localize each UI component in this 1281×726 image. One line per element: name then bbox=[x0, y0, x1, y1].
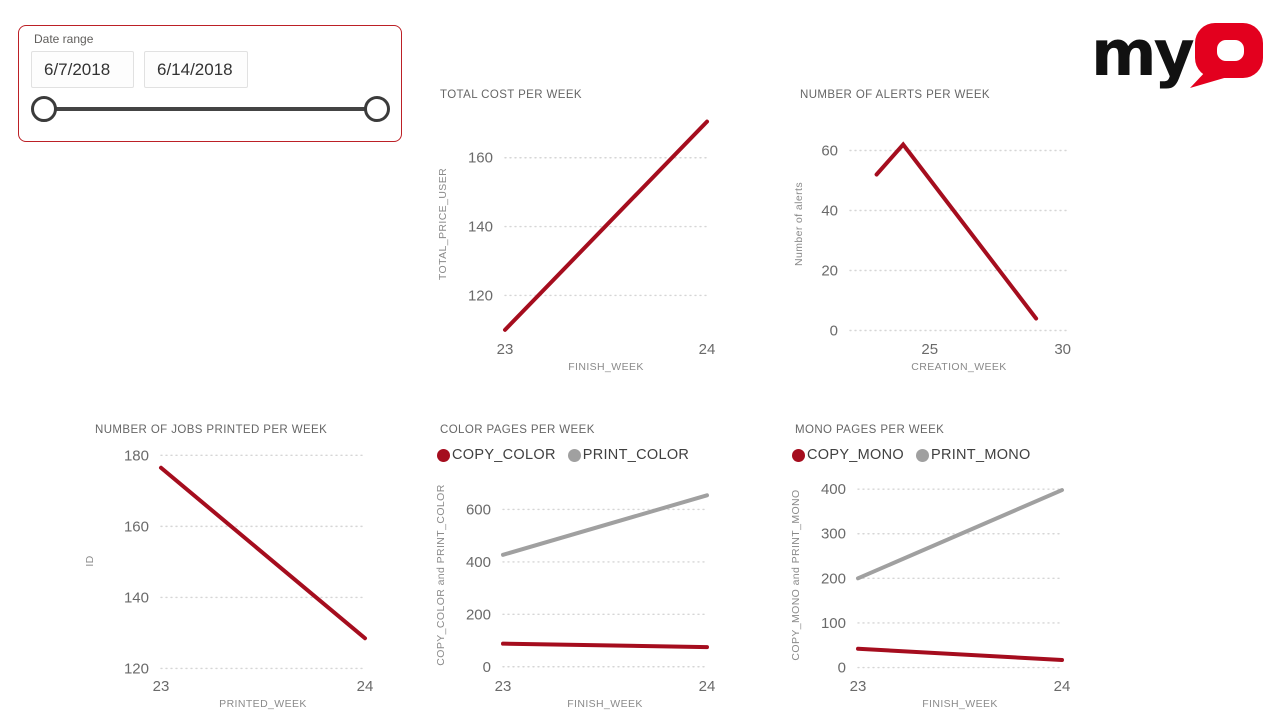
chart-title: NUMBER OF ALERTS PER WEEK bbox=[800, 89, 990, 101]
logo-q-shape bbox=[1190, 23, 1263, 88]
y-tick-label: 200 bbox=[466, 606, 491, 623]
legend-item[interactable]: COPY_COLOR bbox=[437, 447, 556, 463]
chart-legend: COPY_COLOR PRINT_COLOR bbox=[437, 447, 689, 463]
chart-plot-area: 0 20 40 60 25 30 CREATION_WEEK Number of alerts bbox=[793, 141, 1071, 373]
y-axis-label: TOTAL_PRICE_USER bbox=[437, 168, 449, 280]
chart-title: MONO PAGES PER WEEK bbox=[795, 424, 945, 436]
chart-color-pages-per-week: COLOR PAGES PER WEEK COPY_COLOR PRINT_COLO… bbox=[430, 420, 725, 720]
legend-dot-icon bbox=[915, 448, 929, 462]
series-line-copy_mono[interactable] bbox=[856, 646, 1064, 662]
chart-plot-area: 120 140 160 180 23 24 PRINTED_WEEK ID bbox=[85, 447, 374, 710]
y-tick-label: 120 bbox=[468, 287, 493, 304]
chart-number-of-jobs-printed-per-week: NUMBER OF JOBS PRINTED PER WEEK 120 140 160… bbox=[85, 420, 405, 720]
chart-number-of-alerts-per-week: NUMBER OF ALERTS PER WEEK 0 20 40 60 25 30 CREA… bbox=[790, 85, 1085, 381]
x-tick-label: 24 bbox=[1054, 678, 1071, 695]
x-axis-label: CREATION_WEEK bbox=[911, 361, 1006, 373]
y-tick-label: 0 bbox=[483, 659, 491, 676]
y-tick-label: 300 bbox=[821, 526, 846, 543]
legend-item[interactable]: PRINT_COLOR bbox=[567, 447, 690, 463]
y-tick-label: 160 bbox=[124, 518, 149, 535]
y-tick-label: 140 bbox=[468, 219, 493, 236]
x-tick-label: 24 bbox=[357, 678, 374, 695]
date-range-label: Date range bbox=[34, 32, 94, 46]
x-tick-label: 23 bbox=[850, 678, 867, 695]
legend-dot-icon bbox=[567, 448, 581, 462]
legend-label: PRINT_MONO bbox=[930, 447, 1031, 463]
date-range-slider-handle-end[interactable] bbox=[364, 96, 390, 122]
y-tick-label: 140 bbox=[124, 589, 149, 606]
y-tick-label: 200 bbox=[821, 570, 846, 587]
myq-logo-graphic: my bbox=[1091, 17, 1263, 90]
y-axis-label: COPY_MONO and PRINT_MONO bbox=[790, 489, 802, 660]
y-tick-label: 20 bbox=[821, 263, 838, 280]
start-date-input[interactable] bbox=[31, 51, 134, 88]
y-tick-label: 40 bbox=[821, 203, 838, 220]
chart-mono-pages-per-week: MONO PAGES PER WEEK COPY_MONO PRINT_MONO 0 1… bbox=[785, 420, 1080, 720]
x-axis-label: PRINTED_WEEK bbox=[219, 698, 307, 710]
series-line-print_mono[interactable] bbox=[856, 488, 1064, 581]
end-date-input[interactable] bbox=[144, 51, 248, 88]
x-tick-label: 23 bbox=[495, 678, 512, 695]
x-axis-label: FINISH_WEEK bbox=[567, 698, 643, 710]
chart-plot-area: 120 140 160 23 24 FINISH_WEEK TOTAL_PRICE_USER bbox=[437, 119, 716, 373]
series-line-total_price_user[interactable] bbox=[503, 119, 709, 332]
legend-item[interactable]: PRINT_MONO bbox=[915, 447, 1031, 463]
x-tick-label: 25 bbox=[921, 341, 938, 358]
x-tick-label: 30 bbox=[1054, 341, 1071, 358]
y-tick-label: 60 bbox=[821, 143, 838, 160]
logo-my-text: my bbox=[1095, 18, 1194, 90]
legend-dot-icon bbox=[792, 448, 805, 462]
x-tick-label: 23 bbox=[153, 678, 170, 695]
legend-label: PRINT_COLOR bbox=[582, 447, 690, 463]
chart-title: TOTAL COST PER WEEK bbox=[440, 89, 583, 101]
myq-logo: my bbox=[1091, 17, 1265, 90]
y-tick-label: 600 bbox=[466, 501, 491, 518]
legend-label: COPY_COLOR bbox=[452, 447, 556, 463]
series-line-print_color[interactable] bbox=[501, 493, 709, 557]
y-tick-label: 120 bbox=[124, 660, 149, 677]
y-axis-label: ID bbox=[85, 555, 96, 566]
legend-dot-icon bbox=[437, 448, 450, 462]
x-axis-label: FINISH_WEEK bbox=[568, 361, 644, 373]
y-tick-label: 400 bbox=[821, 481, 846, 498]
x-tick-label: 23 bbox=[497, 341, 514, 358]
series-line-id[interactable] bbox=[159, 465, 367, 641]
y-tick-label: 100 bbox=[821, 615, 846, 632]
y-tick-label: 400 bbox=[466, 554, 491, 571]
y-tick-label: 160 bbox=[468, 150, 493, 167]
chart-plot-area: 0 200 400 600 23 24 FINISH_WEEK COPY_COLOR and … bbox=[435, 484, 716, 710]
chart-legend: COPY_MONO PRINT_MONO bbox=[792, 447, 1031, 463]
y-axis-label: Number of alerts bbox=[793, 182, 805, 266]
x-tick-label: 24 bbox=[699, 341, 716, 358]
legend-label: COPY_MONO bbox=[807, 447, 904, 463]
x-tick-label: 24 bbox=[699, 678, 716, 695]
series-line-number of alerts[interactable] bbox=[874, 141, 1039, 321]
y-tick-label: 0 bbox=[830, 323, 838, 340]
chart-total-cost-per-week: TOTAL COST PER WEEK 120 140 160 23 24 FINISH_W… bbox=[430, 85, 725, 381]
series-line-copy_color[interactable] bbox=[501, 641, 709, 650]
legend-item[interactable]: COPY_MONO bbox=[792, 447, 904, 463]
y-tick-label: 180 bbox=[124, 447, 149, 464]
date-range-slider-handle-start[interactable] bbox=[31, 96, 57, 122]
chart-title: COLOR PAGES PER WEEK bbox=[440, 424, 595, 436]
date-range-slider-track[interactable] bbox=[44, 107, 377, 111]
date-range-slicer: Date range bbox=[18, 25, 402, 142]
y-axis-label: COPY_COLOR and PRINT_COLOR bbox=[435, 484, 447, 665]
x-axis-label: FINISH_WEEK bbox=[922, 698, 998, 710]
chart-plot-area: 0 100 200 300 400 23 24 FINISH_WEEK COPY_MONO an… bbox=[790, 481, 1071, 710]
y-tick-label: 0 bbox=[838, 660, 846, 677]
chart-title: NUMBER OF JOBS PRINTED PER WEEK bbox=[95, 424, 328, 436]
